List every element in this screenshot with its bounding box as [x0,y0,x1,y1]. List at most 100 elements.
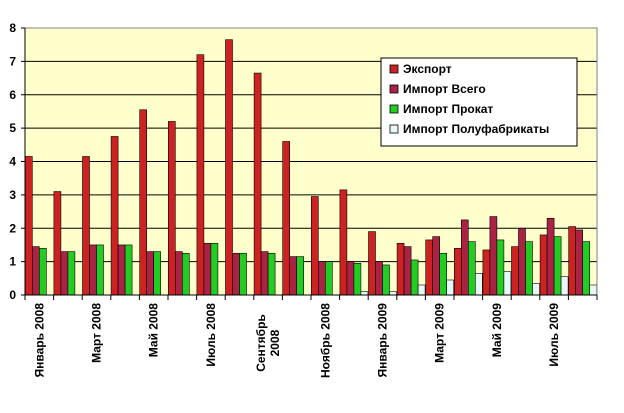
bar [432,236,441,296]
bar [117,244,126,296]
bar [439,252,448,296]
bar [560,276,569,296]
x-tick-label: Июль 2008 [204,303,218,367]
legend-swatch [389,104,399,114]
bar [511,246,519,296]
x-tick-label: Январь 2009 [376,303,390,378]
bar [289,256,298,296]
bar [460,219,469,296]
bar [203,242,212,296]
bar [425,239,434,296]
bar [260,251,269,296]
legend-label: Экспорт [403,62,452,76]
bar [389,291,397,296]
bar [503,271,512,296]
bar [110,136,119,296]
bar [24,156,33,296]
x-tick-label: Июль 2009 [547,303,561,367]
bar [53,191,62,296]
bar [339,189,348,296]
bar [546,217,555,296]
y-tick-label: 8 [9,21,16,35]
bar [489,216,498,296]
bar [210,242,219,296]
bar [353,262,362,296]
bar [296,256,305,296]
bar [525,241,533,296]
bar [182,252,190,296]
bar [168,121,176,296]
x-tick-label: Январь 2008 [32,303,46,378]
bar [38,247,47,296]
bar [146,251,154,296]
bar [282,141,291,296]
y-tick-label: 0 [9,288,16,302]
legend-label: Импорт Полуфабрикаты [403,122,549,136]
bar [196,54,205,296]
bar [375,261,383,296]
x-tick-label: Май 2009 [490,303,504,358]
legend-swatch [389,84,399,94]
bar [317,261,326,296]
bar [482,249,491,296]
bar [232,252,240,296]
bar [410,259,419,296]
bar [239,252,247,296]
legend-label: Импорт Всего [403,82,486,96]
bar [324,261,333,296]
bar [582,241,591,296]
bar [453,247,462,296]
bar [124,244,133,296]
bar [89,244,97,296]
y-tick-label: 6 [9,88,16,102]
bar [60,251,69,296]
bar [403,246,412,296]
bar [553,236,562,296]
bar [568,226,577,296]
bar [67,251,76,296]
bar [139,109,147,296]
bar [225,39,233,296]
bar [589,284,598,296]
bar [31,246,40,296]
bar [467,241,476,296]
bar [382,264,390,296]
bar [175,251,183,296]
bar [417,284,426,296]
bar [396,242,405,296]
legend-box [380,57,578,147]
x-tick-label: Ноябрь 2008 [318,303,332,378]
bar [575,229,584,296]
x-tick-label: Май 2008 [147,303,161,358]
bar [153,251,161,296]
bar [82,156,90,296]
x-tick-label: Март 2008 [90,303,104,363]
legend-swatch [389,64,399,74]
bar [532,283,540,296]
y-tick-label: 1 [9,255,16,269]
y-tick-label: 4 [9,155,16,169]
y-tick-label: 2 [9,221,16,235]
legend-label: Импорт Прокат [403,102,493,116]
bar [267,252,276,296]
bar [539,234,548,296]
y-tick-label: 5 [9,121,16,135]
x-tick-label: 2008 [268,329,282,356]
bar [253,72,262,296]
y-tick-label: 3 [9,188,16,202]
bar [360,291,369,296]
bar [346,261,355,296]
bar [474,273,483,296]
bar [496,239,505,296]
bar [96,244,104,296]
bar [518,227,526,296]
bar [446,279,455,296]
y-tick-label: 7 [9,54,16,68]
x-tick-label: Сентябрь [254,314,268,372]
x-tick-label: Март 2009 [433,303,447,363]
legend-swatch [389,124,399,134]
bar [310,196,319,296]
bar [368,231,376,296]
